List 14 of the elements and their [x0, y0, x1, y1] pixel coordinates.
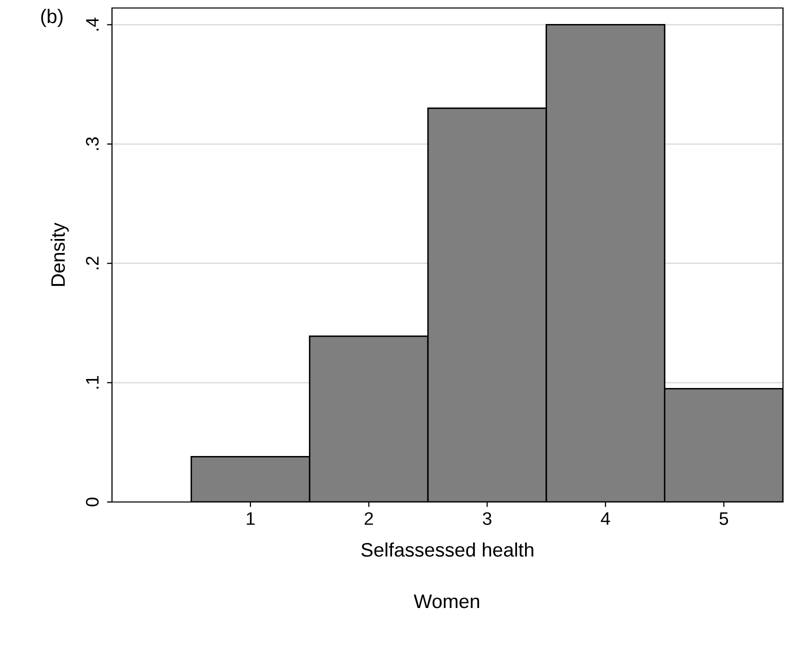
text: Women — [414, 594, 480, 608]
text: (b) — [41, 8, 63, 28]
x-tick-label: 3 — [482, 512, 492, 525]
x-tick-label: 1 — [246, 512, 255, 525]
x-axis-title: Selfassessed health — [361, 542, 534, 557]
x-tick-label: 4 — [600, 512, 610, 525]
y-tick-label: .2 — [86, 256, 99, 270]
x-tick-label: 5 — [720, 512, 728, 525]
y-axis-title: Density — [50, 222, 69, 286]
y-tick-label: 0 — [86, 498, 99, 506]
y-tick-label: .1 — [86, 376, 99, 389]
y-tick-label: .3 — [86, 137, 99, 150]
y-tick-label: .4 — [86, 18, 99, 31]
x-tick-label: 2 — [364, 512, 373, 525]
